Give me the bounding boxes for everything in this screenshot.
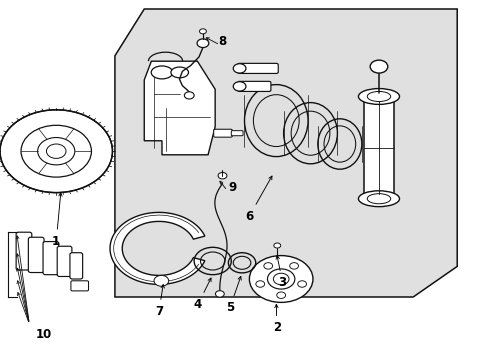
Circle shape [233, 82, 245, 91]
Circle shape [369, 60, 387, 73]
Circle shape [197, 39, 208, 48]
Circle shape [154, 275, 168, 286]
Text: 3: 3 [276, 256, 286, 289]
Text: 9: 9 [228, 181, 236, 194]
Text: 10: 10 [36, 328, 52, 341]
FancyBboxPatch shape [70, 253, 82, 279]
Circle shape [273, 273, 288, 285]
FancyBboxPatch shape [28, 237, 44, 273]
Text: 7: 7 [155, 284, 164, 318]
FancyBboxPatch shape [57, 246, 72, 276]
Circle shape [0, 110, 112, 193]
Circle shape [273, 243, 280, 248]
Circle shape [264, 263, 272, 269]
Circle shape [184, 92, 194, 99]
FancyBboxPatch shape [237, 81, 270, 91]
FancyBboxPatch shape [43, 242, 59, 275]
Circle shape [218, 172, 226, 179]
Ellipse shape [358, 191, 399, 207]
Circle shape [267, 269, 294, 289]
Circle shape [255, 281, 264, 287]
Text: 4: 4 [194, 278, 211, 311]
Circle shape [297, 281, 306, 287]
Text: 5: 5 [225, 276, 241, 314]
Circle shape [233, 64, 245, 73]
Circle shape [199, 29, 206, 34]
Ellipse shape [358, 89, 399, 104]
Circle shape [215, 291, 224, 297]
FancyBboxPatch shape [237, 63, 278, 73]
Circle shape [276, 292, 285, 298]
Text: 2: 2 [272, 305, 280, 334]
FancyBboxPatch shape [71, 281, 88, 291]
Polygon shape [144, 61, 215, 155]
Text: 1: 1 [52, 193, 62, 248]
Polygon shape [115, 9, 456, 297]
Text: 8: 8 [218, 35, 226, 48]
FancyBboxPatch shape [213, 129, 232, 137]
FancyBboxPatch shape [231, 131, 243, 136]
Ellipse shape [151, 66, 172, 79]
Text: 6: 6 [245, 176, 271, 222]
FancyBboxPatch shape [16, 232, 32, 270]
Circle shape [249, 256, 312, 302]
Ellipse shape [171, 67, 188, 78]
Circle shape [46, 144, 66, 158]
FancyBboxPatch shape [364, 101, 393, 194]
Circle shape [289, 263, 298, 269]
Polygon shape [110, 212, 204, 284]
